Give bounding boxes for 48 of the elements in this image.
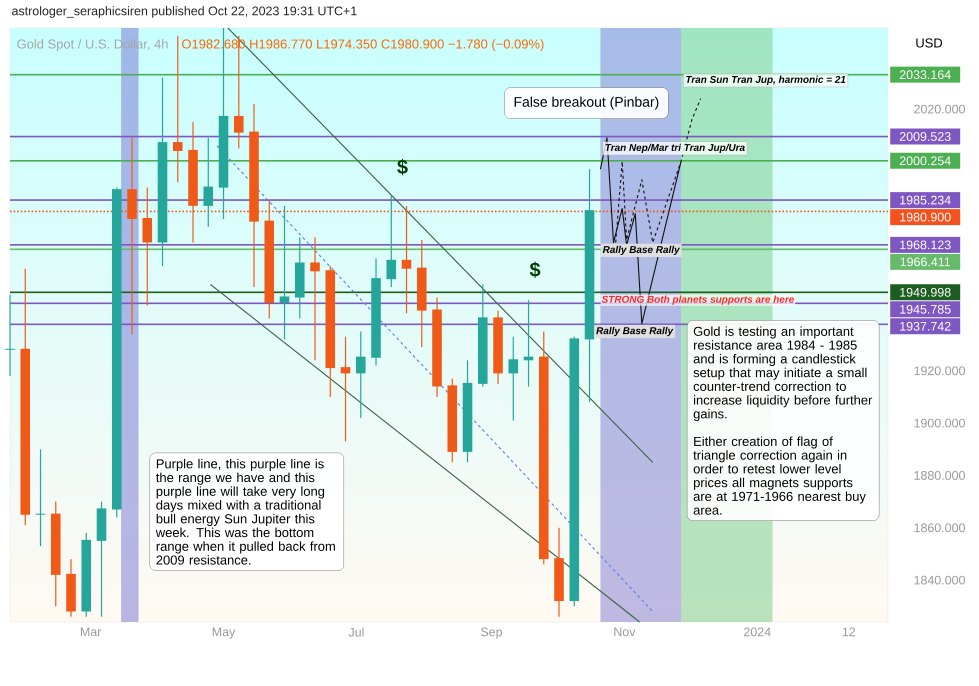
ref-line-label: 1980.900 xyxy=(900,212,951,222)
x-tick-label: Nov xyxy=(614,628,636,636)
candlestick xyxy=(340,336,350,442)
annotation: Tran Nep/Mar tri Tran Jup/Ura xyxy=(606,144,745,153)
annotation: Rally Base Rally xyxy=(602,246,680,256)
y-tick-label: 1860.000 xyxy=(914,523,965,532)
x-tick-label: 12 xyxy=(842,628,856,636)
candlestick xyxy=(36,448,46,547)
candlestick xyxy=(356,330,366,418)
candlestick xyxy=(203,137,214,228)
x-tick-label: Jul xyxy=(348,627,364,637)
annotation: Tran Sun Tran Jup, harmonic = 21 xyxy=(686,76,846,85)
candlestick xyxy=(280,205,290,340)
ref-line-label: 1966.411 xyxy=(900,257,950,266)
ref-line-label: 2009.523 xyxy=(900,132,951,141)
ref-line-label: 1968.123 xyxy=(900,240,951,250)
y-tick-label: 1880.000 xyxy=(914,471,965,480)
annotation: $ xyxy=(397,158,408,176)
ref-line-label: 1945.785 xyxy=(900,304,951,314)
annotation: False breakout (Pinbar) xyxy=(514,96,658,110)
x-tick-label: Mar xyxy=(80,628,102,636)
ref-line-label: 2000.254 xyxy=(900,156,951,166)
y-tick-label: 1840.000 xyxy=(914,576,965,585)
candlestick xyxy=(5,294,15,377)
candlestick xyxy=(524,300,534,388)
y-tick-label: 1900.000 xyxy=(914,418,965,428)
y-tick-label: 1920.000 xyxy=(914,366,965,376)
text: astrologer_seraphicsiren published Oct 22, 2023 19:31 UTC+1 xyxy=(12,6,357,18)
ref-line-label: 1937.742 xyxy=(900,322,951,331)
annotation: STRONG Both planets supports are here xyxy=(602,295,794,305)
text: USD xyxy=(916,38,942,48)
text: Gold Spot / U.S. Dollar, 4h xyxy=(17,39,168,52)
ref-line-label: 1949.998 xyxy=(900,288,951,297)
ref-line-label: 1985.234 xyxy=(900,196,951,204)
candlestick xyxy=(386,194,396,288)
x-tick-label: May xyxy=(212,628,236,639)
ref-line-label: 2033.164 xyxy=(900,70,951,80)
annotation: Purple line, this purple line is the range we have and this purple line will take very long days mixed with a traditional bull energy Sun Jupiter this week. This was the bottom range when it pulled back from 2009 resistance. xyxy=(156,458,335,565)
annotation: $ xyxy=(530,262,540,278)
x-tick-label: 2024 xyxy=(744,628,771,636)
x-tick-label: Sep xyxy=(480,628,502,639)
annotation: Either creation of flag of triangle correction again in order to retest lower level prices all magnets supports are at 1971-1966 nearest buy area. xyxy=(693,436,866,515)
y-tick-label: 2020.000 xyxy=(914,104,965,114)
annotation: Rally Base Rally xyxy=(596,326,674,336)
candlestick xyxy=(310,236,320,361)
candlestick xyxy=(172,35,183,183)
annotation: Gold is testing an important resistance area 1984 - 1985 and is forming a candlestick setup that may initiate a small counter-trend correction to increase liquidity before further gains. xyxy=(694,326,872,421)
candlestick xyxy=(508,336,518,422)
